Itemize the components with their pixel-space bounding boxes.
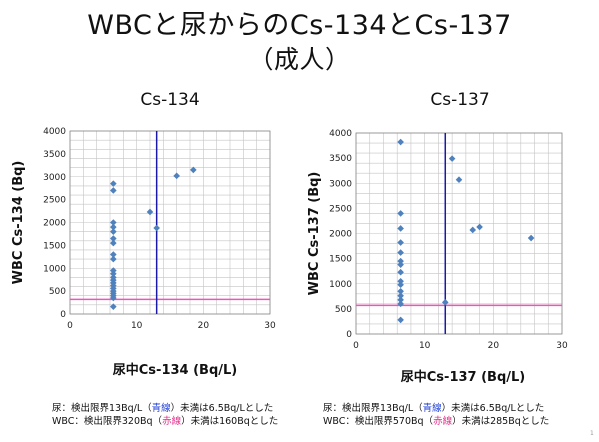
data-point-cs137 bbox=[397, 257, 404, 265]
data-point-cs134 bbox=[190, 166, 197, 174]
note-right-line2: WBC：検出限界570Bq（赤線）未満は285Bqとした bbox=[323, 416, 550, 427]
data-point-cs137 bbox=[397, 268, 404, 276]
data-point-cs134 bbox=[173, 172, 180, 180]
data-point-cs137 bbox=[397, 287, 404, 295]
data-point-cs134 bbox=[146, 208, 154, 216]
x-tick-label-cs134: 0 bbox=[67, 321, 73, 331]
data-point-cs137 bbox=[397, 239, 404, 246]
y-tick-label-cs134: 3000 bbox=[43, 173, 66, 183]
data-point-cs137 bbox=[441, 299, 449, 306]
plot-frame-cs134 bbox=[69, 130, 271, 315]
data-point-cs134 bbox=[110, 219, 117, 226]
y-tick-label-cs137: 1000 bbox=[329, 280, 352, 290]
data-point-cs137 bbox=[397, 316, 404, 324]
x-tick-label-cs134: 20 bbox=[198, 321, 210, 331]
data-point-cs137 bbox=[397, 296, 404, 304]
note-left: 尿：検出限界13Bq/L（青線）未満は6.5Bq/Lとした WBC：検出限界32… bbox=[52, 402, 278, 428]
data-point-cs134 bbox=[110, 239, 117, 247]
y-tick-label-cs134: 0 bbox=[60, 310, 66, 320]
y-tick-label-cs134: 1000 bbox=[43, 264, 66, 274]
x-tick-label-cs137: 20 bbox=[488, 341, 500, 351]
page-title: WBCと尿からのCs-134とCs-137 bbox=[87, 10, 512, 41]
page-marker: 1 bbox=[590, 430, 594, 437]
data-point-cs137 bbox=[527, 234, 535, 242]
data-point-cs134 bbox=[110, 294, 117, 302]
data-point-cs137 bbox=[397, 261, 404, 268]
data-point-cs134 bbox=[153, 224, 160, 232]
y-tick-label-cs137: 2500 bbox=[329, 204, 352, 214]
data-point-cs137 bbox=[397, 249, 404, 256]
y-tick-label-cs134: 2000 bbox=[43, 219, 66, 229]
data-point-cs137 bbox=[469, 226, 477, 234]
data-point-cs134 bbox=[110, 303, 117, 310]
data-point-cs134 bbox=[110, 223, 117, 231]
data-point-cs134 bbox=[110, 270, 117, 278]
y-tick-label-cs134: 3500 bbox=[43, 150, 66, 160]
chart-title-cs134: Cs-134 bbox=[140, 90, 200, 110]
y-tick-label-cs134: 2500 bbox=[43, 196, 66, 206]
data-point-cs134 bbox=[110, 228, 117, 235]
data-point-cs134 bbox=[110, 251, 117, 258]
x-axis-label-cs137: 尿中Cs-137 (Bq/L) bbox=[401, 369, 525, 385]
y-tick-label-cs137: 1500 bbox=[329, 255, 352, 265]
y-tick-label-cs134: 1500 bbox=[43, 241, 66, 251]
y-tick-label-cs137: 2000 bbox=[329, 230, 352, 240]
data-point-cs137 bbox=[397, 225, 404, 232]
y-tick-label-cs137: 0 bbox=[346, 330, 352, 340]
chart-cs134: 0 500 1000 1500 2000 2500 3000 3500 4000 0 10 20 30 尿… bbox=[11, 127, 276, 378]
x-tick-label-cs134: 30 bbox=[264, 321, 276, 331]
note-right: 尿：検出限界13Bq/L（青線）未満は6.5Bq/Lとした WBC：検出限界57… bbox=[323, 402, 549, 428]
y-tick-label-cs137: 3500 bbox=[329, 154, 352, 164]
note-left-line1: 尿：検出限界13Bq/L（青線）未満は6.5Bq/Lとした bbox=[52, 403, 274, 414]
data-point-cs137 bbox=[397, 281, 404, 289]
chart-title-cs137: Cs-137 bbox=[430, 90, 490, 110]
y-axis-label-cs137: WBC Cs-137 (Bq) bbox=[307, 172, 322, 296]
data-point-cs137 bbox=[397, 300, 404, 308]
chart-cs137: 0 500 1000 1500 2000 2500 3000 3500 4000 0 10 20 30 尿… bbox=[307, 129, 568, 385]
x-tick-label-cs137: 10 bbox=[419, 341, 431, 351]
data-point-cs134 bbox=[110, 255, 117, 263]
note-right-line1: 尿：検出限界13Bq/L（青線）未満は6.5Bq/Lとした bbox=[323, 403, 545, 414]
data-point-cs137 bbox=[397, 210, 404, 217]
plot-frame-cs137 bbox=[355, 132, 563, 335]
data-point-cs137 bbox=[448, 155, 456, 162]
y-tick-label-cs134: 500 bbox=[49, 287, 66, 297]
y-tick-label-cs134: 4000 bbox=[43, 127, 66, 137]
x-axis-label-cs134: 尿中Cs-134 (Bq/L) bbox=[113, 362, 237, 378]
page-subtitle: （成人） bbox=[248, 45, 351, 74]
note-left-line2: WBC：検出限界320Bq（赤線）未満は160Bqとした bbox=[52, 416, 279, 427]
data-point-cs137 bbox=[476, 223, 483, 231]
data-point-cs134 bbox=[110, 235, 117, 242]
y-tick-label-cs137: 4000 bbox=[329, 129, 352, 139]
y-tick-label-cs137: 500 bbox=[335, 305, 352, 315]
data-point-cs137 bbox=[397, 277, 404, 285]
y-tick-label-cs137: 3000 bbox=[329, 179, 352, 189]
x-tick-label-cs137: 30 bbox=[556, 341, 568, 351]
data-point-cs134 bbox=[110, 187, 117, 194]
data-point-cs137 bbox=[455, 176, 463, 184]
x-tick-label-cs134: 10 bbox=[131, 321, 143, 331]
y-axis-label-cs134: WBC Cs-134 (Bq) bbox=[11, 161, 26, 285]
data-point-cs137 bbox=[397, 292, 404, 300]
data-point-cs137 bbox=[397, 138, 404, 146]
x-tick-label-cs137: 0 bbox=[353, 341, 359, 351]
data-point-cs134 bbox=[110, 180, 117, 187]
